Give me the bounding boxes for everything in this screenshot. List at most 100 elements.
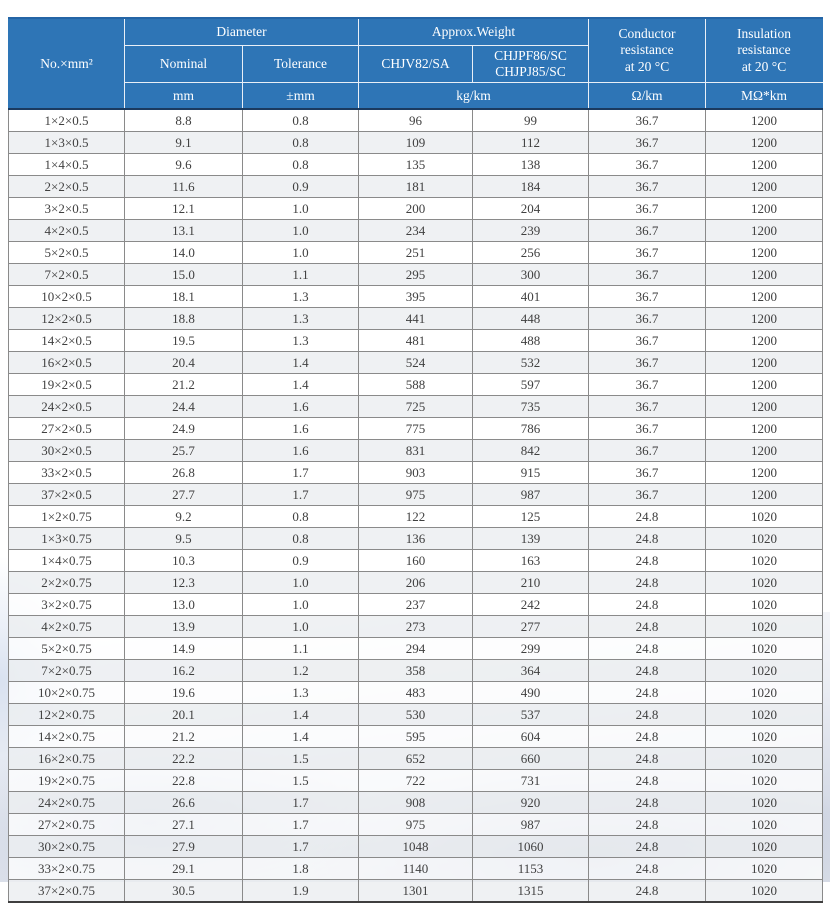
value-cell: 1.2 <box>241 659 360 682</box>
value-cell: 1200 <box>705 219 824 242</box>
value-cell: 1020 <box>705 857 824 880</box>
value-cell: 9.2 <box>124 505 243 528</box>
row-label-cell: 14×2×0.75 <box>8 725 125 748</box>
table-row: 3×2×0.5 12.1 1.0 200 204 36.7 1200 <box>8 197 824 220</box>
row-label-cell: 19×2×0.5 <box>8 373 125 396</box>
value-cell: 1315 <box>472 879 590 903</box>
value-cell: 36.7 <box>588 197 707 220</box>
value-cell: 277 <box>472 615 590 638</box>
col-header-nominal: Nominal <box>124 45 243 83</box>
table-row: 5×2×0.5 14.0 1.0 251 256 36.7 1200 <box>8 241 824 264</box>
value-cell: 0.8 <box>241 505 360 528</box>
value-cell: 0.8 <box>241 153 360 176</box>
value-cell: 1.4 <box>241 725 360 748</box>
table-row: 27×2×0.5 24.9 1.6 775 786 36.7 1200 <box>8 417 824 440</box>
value-cell: 122 <box>358 505 474 528</box>
table-row: 30×2×0.5 25.7 1.6 831 842 36.7 1200 <box>8 439 824 462</box>
value-cell: 256 <box>472 241 590 264</box>
row-label-cell: 19×2×0.75 <box>8 769 125 792</box>
value-cell: 26.8 <box>124 461 243 484</box>
value-cell: 1.4 <box>241 373 360 396</box>
value-cell: 537 <box>472 703 590 726</box>
value-cell: 1020 <box>705 791 824 814</box>
value-cell: 24.8 <box>588 505 707 528</box>
value-cell: 903 <box>358 461 474 484</box>
row-label-cell: 27×2×0.75 <box>8 813 125 836</box>
value-cell: 26.6 <box>124 791 243 814</box>
row-label-cell: 24×2×0.5 <box>8 395 125 418</box>
value-cell: 1200 <box>705 263 824 286</box>
value-cell: 1.7 <box>241 813 360 836</box>
table-row: 37×2×0.5 27.7 1.7 975 987 36.7 1200 <box>8 483 824 506</box>
value-cell: 24.8 <box>588 527 707 550</box>
value-cell: 364 <box>472 659 590 682</box>
value-cell: 12.3 <box>124 571 243 594</box>
value-cell: 0.8 <box>241 108 360 132</box>
value-cell: 987 <box>472 483 590 506</box>
value-cell: 441 <box>358 307 474 330</box>
value-cell: 1200 <box>705 439 824 462</box>
value-cell: 597 <box>472 373 590 396</box>
table-row: 33×2×0.75 29.1 1.8 1140 1153 24.8 1020 <box>8 857 824 880</box>
value-cell: 725 <box>358 395 474 418</box>
value-cell: 251 <box>358 241 474 264</box>
value-cell: 234 <box>358 219 474 242</box>
value-cell: 36.7 <box>588 483 707 506</box>
value-cell: 1020 <box>705 681 824 704</box>
table-row: 33×2×0.5 26.8 1.7 903 915 36.7 1200 <box>8 461 824 484</box>
value-cell: 125 <box>472 505 590 528</box>
table-row: 19×2×0.75 22.8 1.5 722 731 24.8 1020 <box>8 769 824 792</box>
col-header-chjv82sa: CHJV82/SA <box>358 45 474 83</box>
table-row: 16×2×0.75 22.2 1.5 652 660 24.8 1020 <box>8 747 824 770</box>
value-cell: 0.8 <box>241 131 360 154</box>
value-cell: 109 <box>358 131 474 154</box>
row-label-cell: 30×2×0.75 <box>8 835 125 858</box>
value-cell: 24.8 <box>588 703 707 726</box>
table-body: 1×2×0.5 8.8 0.8 96 99 36.7 1200 1×3×0.5 9.1 0.8 10… <box>8 108 824 903</box>
row-label-cell: 30×2×0.5 <box>8 439 125 462</box>
table-row: 24×2×0.75 26.6 1.7 908 920 24.8 1020 <box>8 791 824 814</box>
table-row: 4×2×0.5 13.1 1.0 234 239 36.7 1200 <box>8 219 824 242</box>
value-cell: 1200 <box>705 131 824 154</box>
row-label-cell: 16×2×0.5 <box>8 351 125 374</box>
row-label-cell: 1×2×0.5 <box>8 108 125 132</box>
value-cell: 1153 <box>472 857 590 880</box>
row-label-cell: 27×2×0.5 <box>8 417 125 440</box>
value-cell: 22.8 <box>124 769 243 792</box>
value-cell: 295 <box>358 263 474 286</box>
value-cell: 1.7 <box>241 835 360 858</box>
row-label-cell: 12×2×0.75 <box>8 703 125 726</box>
value-cell: 24.8 <box>588 791 707 814</box>
value-cell: 1.3 <box>241 307 360 330</box>
value-cell: 1.1 <box>241 637 360 660</box>
table-row: 12×2×0.75 20.1 1.4 530 537 24.8 1020 <box>8 703 824 726</box>
value-cell: 14.9 <box>124 637 243 660</box>
value-cell: 163 <box>472 549 590 572</box>
value-cell: 36.7 <box>588 263 707 286</box>
value-cell: 27.9 <box>124 835 243 858</box>
value-cell: 13.9 <box>124 615 243 638</box>
table-row: 1×3×0.5 9.1 0.8 109 112 36.7 1200 <box>8 131 824 154</box>
row-label-cell: 1×3×0.75 <box>8 527 125 550</box>
value-cell: 0.9 <box>241 175 360 198</box>
row-label-cell: 1×4×0.5 <box>8 153 125 176</box>
value-cell: 16.2 <box>124 659 243 682</box>
table-row: 2×2×0.75 12.3 1.0 206 210 24.8 1020 <box>8 571 824 594</box>
value-cell: 21.2 <box>124 373 243 396</box>
value-cell: 1020 <box>705 769 824 792</box>
value-cell: 1200 <box>705 483 824 506</box>
row-label-cell: 7×2×0.75 <box>8 659 125 682</box>
value-cell: 831 <box>358 439 474 462</box>
row-label-cell: 33×2×0.75 <box>8 857 125 880</box>
value-cell: 1200 <box>705 241 824 264</box>
value-cell: 1.6 <box>241 395 360 418</box>
row-label-cell: 2×2×0.5 <box>8 175 125 198</box>
value-cell: 1.0 <box>241 571 360 594</box>
value-cell: 21.2 <box>124 725 243 748</box>
value-cell: 1200 <box>705 351 824 374</box>
row-label-cell: 12×2×0.5 <box>8 307 125 330</box>
value-cell: 9.5 <box>124 527 243 550</box>
value-cell: 14.0 <box>124 241 243 264</box>
table-row: 7×2×0.75 16.2 1.2 358 364 24.8 1020 <box>8 659 824 682</box>
value-cell: 206 <box>358 571 474 594</box>
